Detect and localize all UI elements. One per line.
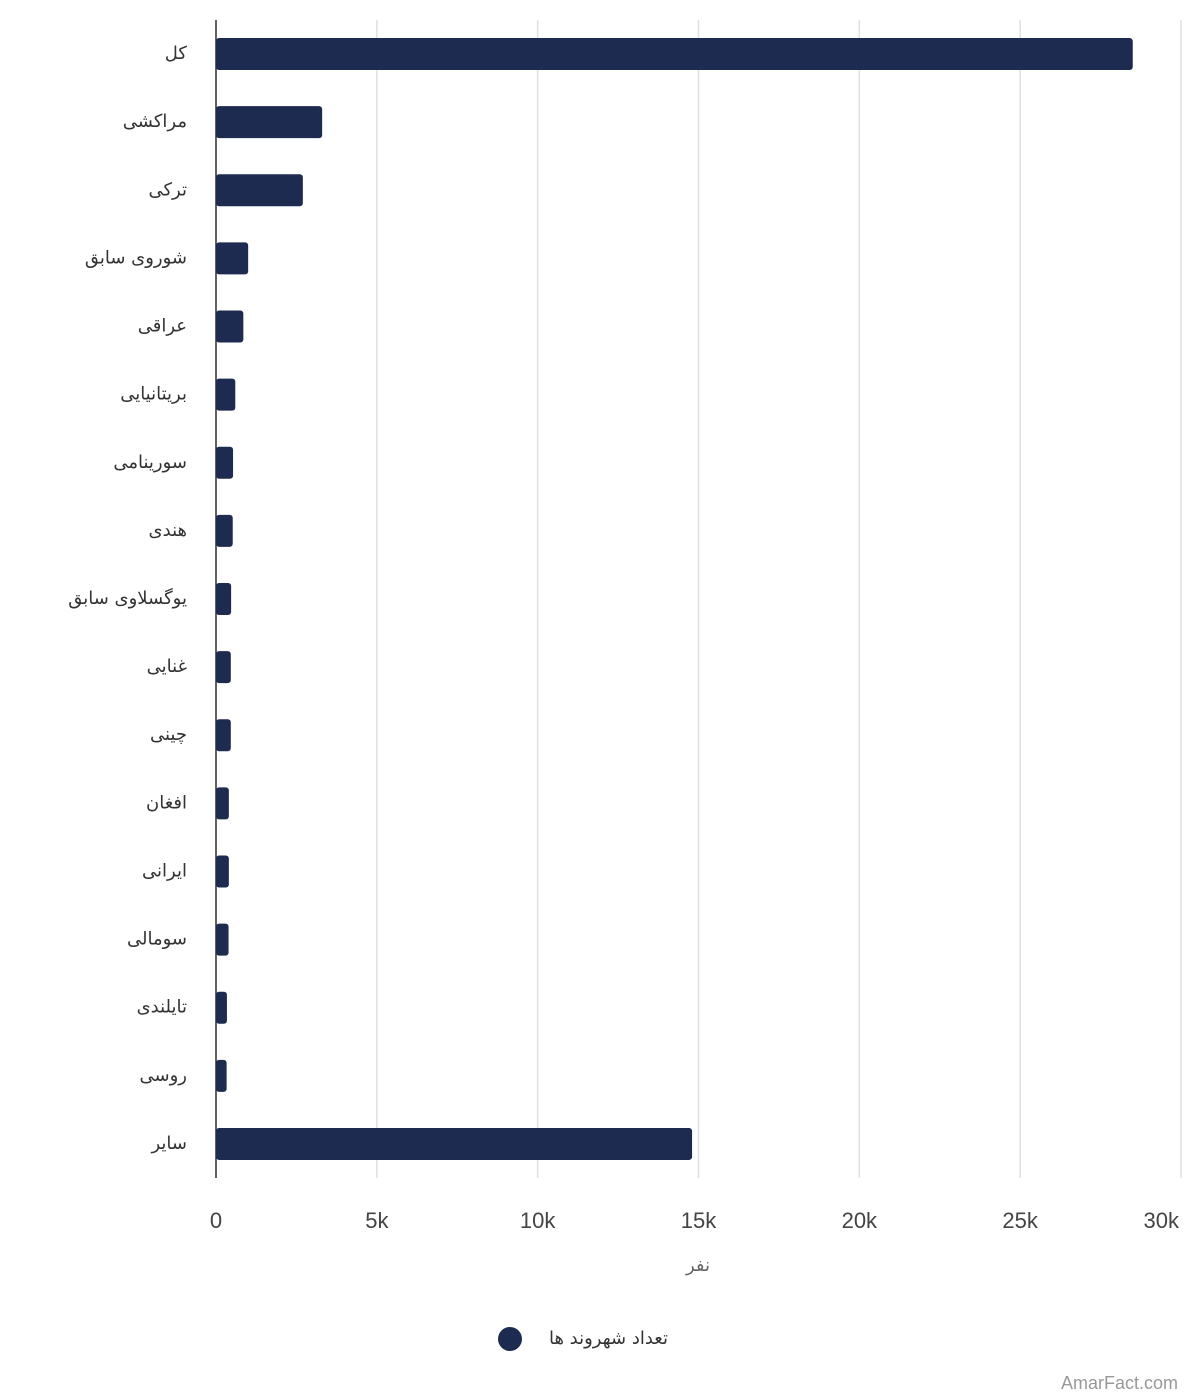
x-tick-label: 20k	[842, 1208, 878, 1233]
y-tick-label: هندی	[149, 520, 187, 541]
legend-marker	[498, 1327, 522, 1351]
bar	[216, 446, 234, 479]
x-tick-label: 25k	[1002, 1208, 1038, 1233]
bar	[216, 242, 249, 275]
bar	[216, 583, 232, 615]
bar	[216, 651, 231, 684]
y-tick-label: ایرانی	[142, 860, 187, 881]
x-tick-label: 5k	[365, 1208, 389, 1233]
y-tick-label: سورینامی	[113, 452, 187, 473]
x-tick-label: 10k	[520, 1208, 556, 1233]
bar	[216, 991, 227, 1024]
y-tick-label: افغان	[146, 792, 187, 813]
y-tick-label: بریتانیایی	[120, 384, 187, 405]
y-tick-label: ترکی	[148, 179, 187, 200]
bar	[216, 923, 229, 956]
bar	[216, 174, 303, 207]
y-tick-label: عراقی	[138, 316, 187, 337]
bar	[216, 514, 233, 547]
bar	[216, 855, 229, 888]
x-tick-label: 0	[210, 1208, 222, 1233]
bar	[216, 719, 231, 752]
y-tick-label: غنایی	[147, 656, 187, 677]
y-tick-label: مراکشی	[123, 111, 187, 132]
bar	[216, 106, 323, 139]
y-tick-label: کل	[165, 43, 188, 64]
y-tick-label: سومالی	[127, 929, 187, 950]
y-tick-label: یوگسلاوی سابق	[68, 587, 187, 609]
y-tick-label: چینی	[150, 724, 187, 745]
bar	[216, 1059, 227, 1092]
bar	[216, 38, 1133, 71]
y-tick-label: تایلندی	[137, 997, 187, 1018]
y-tick-label: روسی	[140, 1065, 187, 1086]
bar	[216, 378, 236, 411]
x-axis-label: نفر	[685, 1255, 710, 1276]
x-tick-label: 30k	[1144, 1208, 1180, 1233]
legend-label: تعداد شهروند ها	[549, 1328, 668, 1349]
bar	[216, 310, 244, 343]
bar	[216, 787, 229, 820]
x-tick-label: 15k	[681, 1208, 717, 1233]
y-tick-label: شوروی سابق	[85, 247, 187, 268]
bar	[216, 1127, 693, 1160]
watermark: AmarFact.com	[1061, 1373, 1178, 1393]
y-tick-label: سایر	[150, 1133, 187, 1154]
